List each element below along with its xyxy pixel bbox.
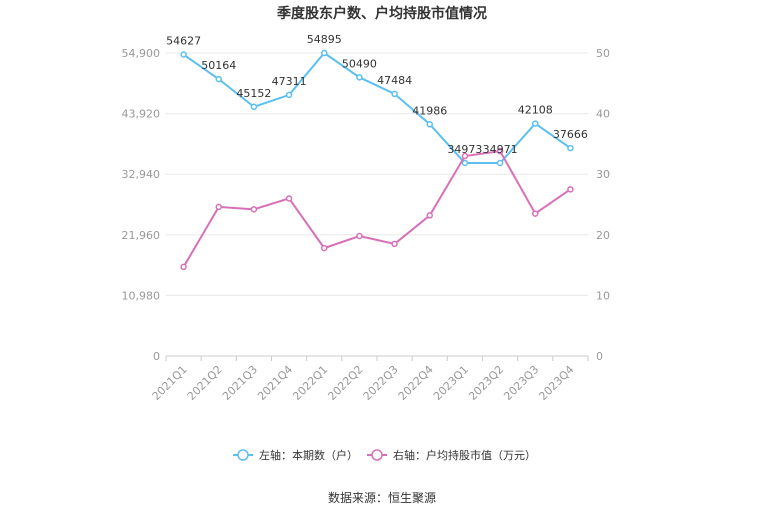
data-label: 47311 — [272, 75, 307, 88]
data-point — [285, 91, 293, 99]
x-axis-tick-label: 2022Q4 — [396, 363, 436, 403]
legend-swatch-marker[interactable] — [237, 449, 249, 461]
right-axis-tick-label: 40 — [596, 108, 610, 121]
data-point — [496, 159, 504, 167]
data-point — [180, 263, 187, 271]
right-axis-tick-label: 50 — [596, 47, 610, 60]
data-point — [180, 51, 187, 58]
right-axis-tick-label: 10 — [596, 289, 610, 302]
chart-title: 季度股东户数、户均持股市值情况 — [276, 5, 487, 22]
x-axis-tick-label: 2023Q2 — [466, 363, 506, 403]
data-point — [215, 203, 222, 211]
data-label: 34973 — [447, 143, 482, 156]
x-axis-tick-label: 2021Q1 — [150, 363, 190, 403]
data-point — [567, 144, 574, 152]
left-axis-tick-label: 0 — [153, 350, 160, 363]
data-point — [461, 159, 469, 167]
data-label: 45152 — [236, 87, 271, 100]
right-axis-tick-label: 0 — [596, 350, 603, 363]
x-axis-tick-label: 2022Q3 — [361, 363, 401, 403]
x-axis-tick-label: 2022Q1 — [290, 363, 330, 403]
left-axis-tick-label: 21,960 — [122, 229, 161, 242]
data-point — [532, 210, 539, 217]
data-point — [532, 120, 539, 127]
data-source: 数据来源：恒生聚源 — [328, 490, 436, 505]
x-axis-tick-label: 2021Q4 — [255, 363, 295, 403]
right-axis-tick-label: 20 — [596, 229, 610, 242]
data-label: 50164 — [201, 59, 236, 72]
right-axis-tick-label: 30 — [596, 168, 610, 181]
data-point — [461, 152, 469, 160]
data-label: 41986 — [412, 104, 447, 117]
left-axis-tick-label: 32,940 — [122, 168, 161, 181]
legend-label[interactable]: 右轴：户均持股市值（万元） — [393, 448, 536, 462]
data-label: 54627 — [166, 35, 201, 48]
data-point — [496, 147, 504, 155]
data-label: 54895 — [307, 33, 342, 46]
data-label: 50490 — [342, 57, 377, 70]
legend-swatch-marker[interactable] — [371, 449, 383, 461]
data-point — [321, 244, 328, 252]
x-axis-tick-label: 2021Q2 — [185, 363, 225, 403]
x-axis-tick-label: 2023Q3 — [501, 363, 541, 403]
series — [180, 49, 574, 271]
data-label: 37666 — [553, 128, 588, 141]
data-label: 42108 — [518, 104, 553, 117]
grid — [166, 52, 588, 296]
data-point — [567, 186, 574, 193]
x-axis-tick-label: 2023Q1 — [431, 363, 471, 403]
data-point — [321, 49, 328, 57]
x-axis-tick-label: 2021Q3 — [220, 363, 260, 403]
data-point — [250, 103, 258, 111]
axes: 0 0 10,980 10 21,960 20 32,940 30 43,920 40 54,900… — [122, 47, 611, 403]
data-label: 47484 — [377, 74, 412, 87]
data-point — [250, 206, 258, 213]
legend[interactable]: 左轴：本期数（户） 右轴：户均持股市值（万元） — [233, 448, 536, 462]
series-line-1 — [183, 51, 571, 164]
x-axis-tick-label: 2022Q2 — [325, 363, 365, 403]
data-point — [356, 74, 363, 81]
data-label: 34971 — [483, 143, 518, 156]
legend-label[interactable]: 左轴：本期数（户） — [259, 448, 358, 462]
data-point — [391, 90, 398, 98]
data-point — [215, 75, 222, 83]
left-axis-tick-label: 43,920 — [122, 108, 161, 121]
series-line-2 — [182, 150, 571, 268]
data-point — [426, 212, 433, 219]
data-point — [426, 121, 433, 128]
left-axis-tick-label: 54,900 — [122, 47, 161, 60]
data-point — [285, 195, 293, 202]
x-axis-tick-label: 2023Q4 — [536, 363, 576, 403]
data-point — [391, 240, 398, 248]
left-axis-tick-label: 10,980 — [122, 289, 161, 302]
data-point — [356, 232, 363, 240]
